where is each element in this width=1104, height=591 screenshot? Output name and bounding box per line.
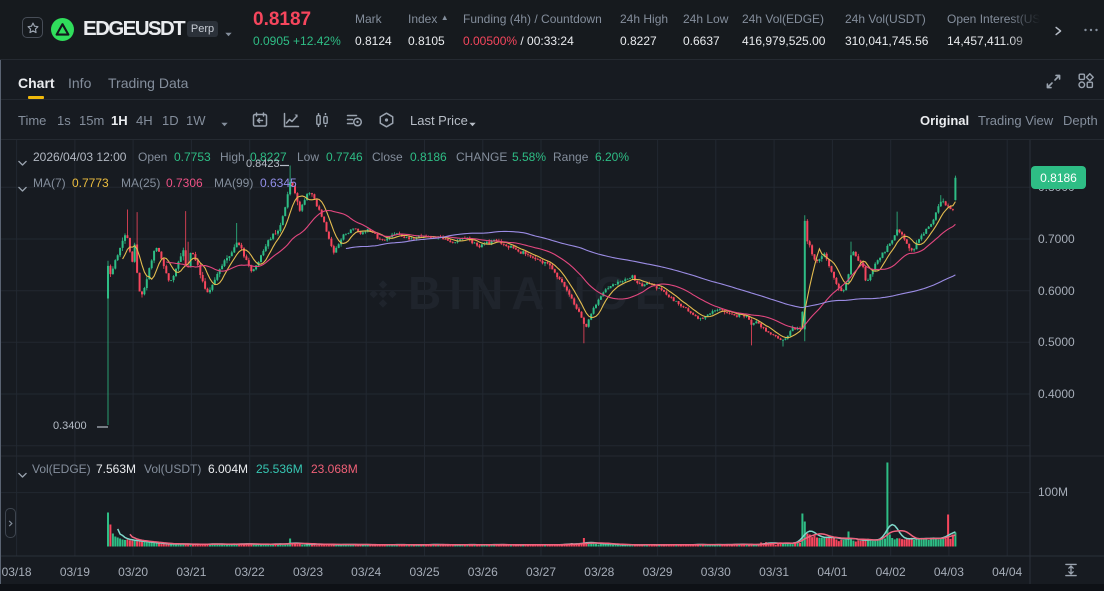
svg-text:BINANCE: BINANCE bbox=[408, 267, 674, 319]
